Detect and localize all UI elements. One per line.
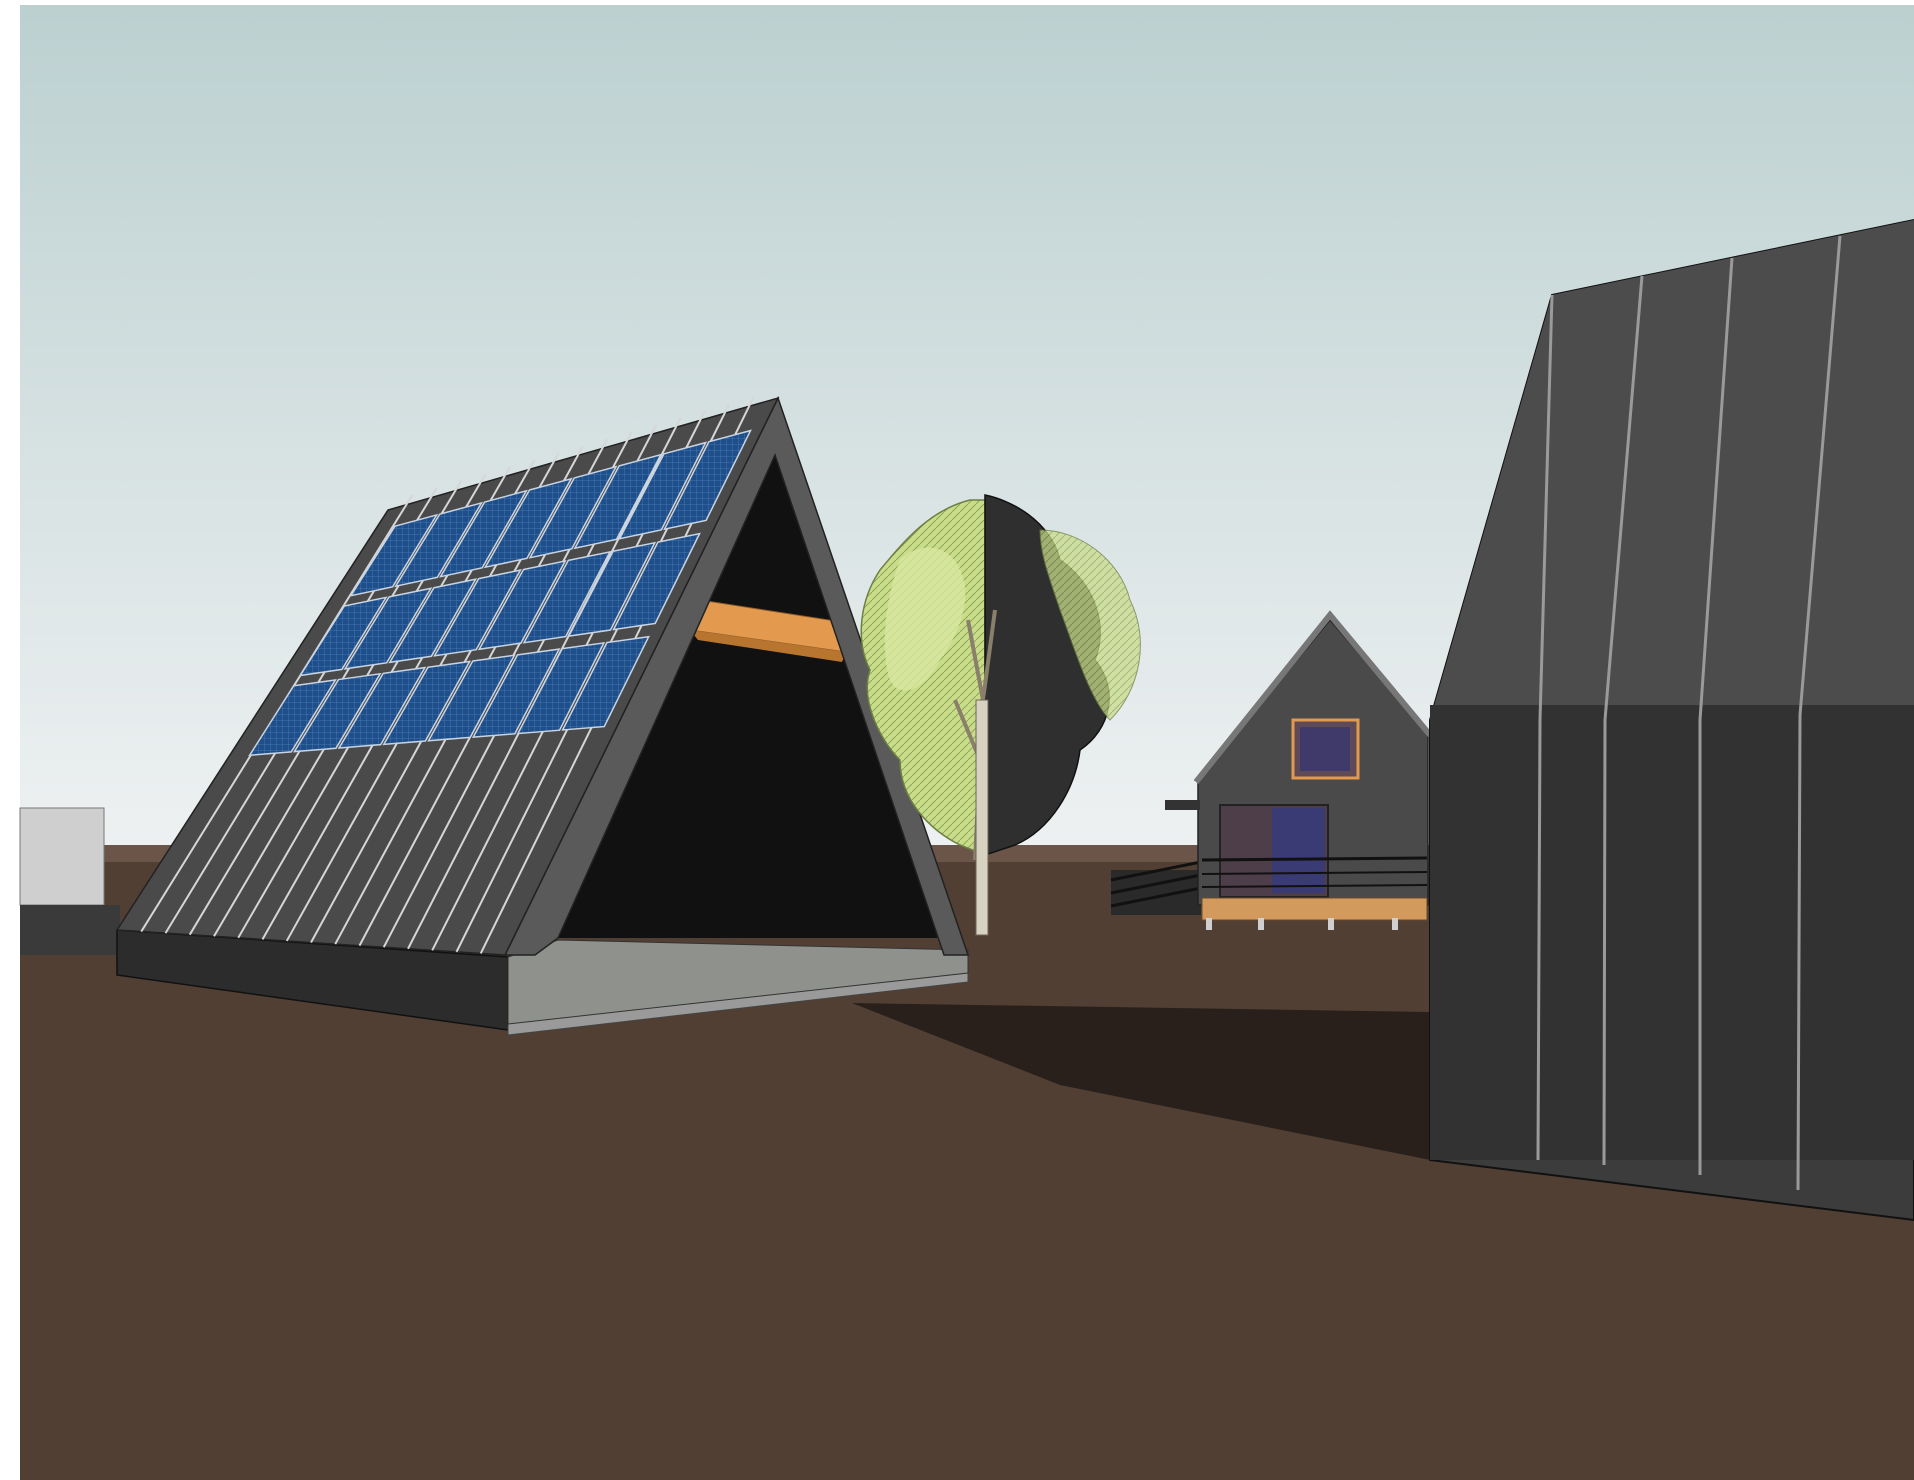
solar-panel (528, 465, 618, 559)
solar-panel (567, 541, 657, 638)
building-shadow (852, 1003, 1430, 1160)
solar-panel (561, 635, 650, 731)
building-seam (1698, 257, 1734, 1175)
building-seams (1536, 235, 1842, 1191)
tree (860, 494, 1141, 936)
building-seam (1536, 294, 1554, 1161)
solar-panel (298, 596, 388, 677)
timber-beam-shadow (690, 630, 846, 662)
tree-canopy-right (1039, 529, 1141, 721)
solar-panel (337, 666, 427, 749)
solar-array (248, 429, 752, 757)
dark-standing-seam-building (1429, 218, 1914, 1222)
solar-panel (427, 654, 516, 742)
solar-panel (438, 489, 528, 578)
tree-highlight (884, 547, 966, 691)
solar-panel (573, 453, 663, 550)
solar-panel (516, 641, 606, 735)
house-deck (1201, 897, 1428, 921)
solar-panel (522, 550, 612, 644)
pavilion-gable-frame (503, 396, 970, 956)
house-glass-door-panel (1272, 808, 1325, 893)
solar-panel (343, 587, 433, 670)
solar-panel (663, 429, 752, 531)
gable-house (1110, 610, 1433, 930)
solar-panel (382, 660, 472, 746)
building-seam (1602, 275, 1644, 1166)
house-upper-window-glass (1300, 727, 1350, 771)
a-frame-pavilion (115, 396, 970, 1036)
house-canopy (1165, 800, 1200, 810)
distant-building-left (19, 807, 120, 955)
solar-panel (477, 559, 567, 651)
house-roof-edge (1193, 610, 1433, 784)
tree-trunk-base (975, 699, 989, 936)
solar-panel (349, 513, 439, 597)
solar-panel (292, 672, 382, 753)
pavilion-interior (558, 455, 944, 938)
deck-posts (1206, 918, 1398, 930)
solar-panel (394, 501, 484, 588)
solar-panel (248, 679, 337, 757)
solar-panel (612, 532, 701, 631)
stair-railing (1110, 860, 1202, 915)
deck-railing (1201, 856, 1428, 888)
solar-panel (388, 578, 478, 664)
solar-panel (483, 477, 573, 569)
building-wall (1430, 705, 1914, 1160)
building-seam (1796, 235, 1842, 1191)
solar-panel (433, 569, 522, 657)
solar-panel (618, 441, 708, 540)
solar-panel (471, 648, 561, 739)
